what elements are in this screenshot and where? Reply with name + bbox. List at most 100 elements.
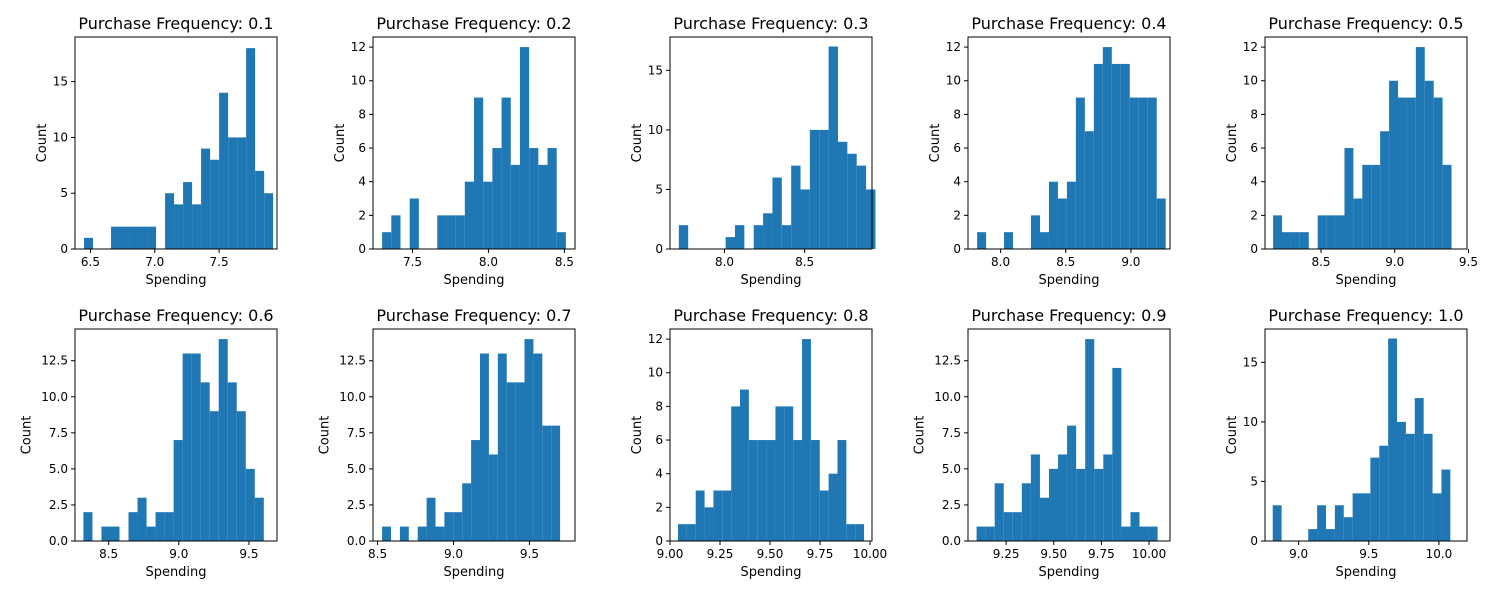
histogram-bar bbox=[435, 526, 445, 541]
histogram-bar bbox=[1398, 97, 1407, 249]
y-tick-label: 10.0 bbox=[41, 390, 68, 404]
histogram-bar bbox=[84, 237, 94, 249]
histogram-bar bbox=[837, 440, 847, 541]
histogram-bar bbox=[1112, 367, 1122, 541]
subplot-title: Purchase Frequency: 0.6 bbox=[78, 306, 273, 325]
subplot-title: Purchase Frequency: 0.4 bbox=[971, 14, 1166, 33]
y-tick-label: 12.5 bbox=[41, 354, 68, 368]
histogram-bar bbox=[538, 164, 548, 249]
y-tick-label: 6 bbox=[358, 141, 366, 155]
x-tick-label: 7.5 bbox=[210, 255, 229, 269]
x-axis-label: Spending bbox=[145, 273, 206, 288]
subplot-4: 8.0 8.5 9.0 0 2 4 6 8 10 12 Purchase Frequency: 0.… bbox=[928, 14, 1171, 288]
y-tick-label: 10 bbox=[1243, 415, 1258, 429]
y-tick-label: 5 bbox=[655, 182, 663, 196]
y-tick-label: 4 bbox=[655, 467, 663, 481]
x-tick-label: 10.00 bbox=[1132, 547, 1166, 561]
histogram-bar bbox=[227, 382, 237, 541]
histogram-bar bbox=[1057, 198, 1067, 249]
x-tick-label: 7.0 bbox=[145, 255, 164, 269]
histogram-bar bbox=[137, 497, 147, 541]
histogram-bar bbox=[704, 507, 714, 541]
histogram-bar bbox=[1085, 339, 1095, 541]
histogram-bar bbox=[1273, 215, 1283, 249]
histogram-bar bbox=[1361, 493, 1371, 541]
histogram-bar bbox=[399, 526, 409, 541]
histogram-bar bbox=[1120, 63, 1130, 249]
histogram-bar bbox=[1353, 198, 1363, 249]
histogram-bar bbox=[1397, 421, 1406, 541]
x-axis-label: Spending bbox=[1038, 273, 1099, 288]
histogram-bar bbox=[492, 148, 502, 249]
histogram-bar bbox=[417, 526, 427, 541]
histogram-bar bbox=[725, 237, 735, 249]
histogram-bar bbox=[1380, 131, 1390, 249]
y-tick-label: 5 bbox=[1250, 474, 1258, 488]
x-tick-label: 9.5 bbox=[1459, 255, 1478, 269]
y-tick-label: 10 bbox=[53, 130, 68, 144]
histogram-bar bbox=[182, 353, 192, 541]
histogram-bar bbox=[228, 137, 238, 249]
y-tick-label: 4 bbox=[1250, 175, 1258, 189]
x-tick-label: 8.0 bbox=[991, 255, 1010, 269]
histogram-bar bbox=[1325, 529, 1335, 541]
y-tick-label: 10 bbox=[648, 123, 663, 137]
y-tick-label: 0 bbox=[358, 242, 366, 256]
histogram-bar bbox=[480, 353, 489, 541]
histogram-bar bbox=[772, 177, 782, 249]
x-tick-label: 9.0 bbox=[1289, 547, 1308, 561]
x-tick-label: 8.5 bbox=[99, 547, 118, 561]
histogram-bar bbox=[483, 181, 493, 249]
y-tick-label: 2 bbox=[358, 208, 366, 222]
x-tick-label: 8.0 bbox=[715, 255, 734, 269]
axes-frame bbox=[1264, 328, 1468, 542]
histogram-bar bbox=[810, 440, 820, 541]
histogram-bar bbox=[236, 411, 246, 541]
subplot-6: 8.5 9.0 9.5 0.0 2.5 5.0 7.5 10.0 12.5 Purchase Fr… bbox=[20, 306, 278, 580]
histogram-bar bbox=[1389, 80, 1398, 249]
histogram-bar bbox=[191, 353, 201, 541]
subplot-2: 7.5 8.0 8.5 0 2 4 6 8 10 12 Purchase Frequency: 0.… bbox=[333, 14, 576, 288]
y-tick-label: 2.5 bbox=[347, 498, 366, 512]
histogram-bar bbox=[775, 406, 785, 541]
histogram-bar bbox=[382, 526, 392, 541]
y-tick-label: 12 bbox=[1243, 40, 1258, 54]
subplot-1: 6.5 7.0 7.5 0 5 10 15 Purchase Frequency: 0.1 Sp… bbox=[35, 14, 278, 288]
histogram-bar bbox=[462, 483, 472, 541]
x-tick-label: 9.25 bbox=[707, 547, 734, 561]
histogram-bar bbox=[1406, 97, 1416, 249]
y-tick-label: 2 bbox=[1250, 208, 1258, 222]
histogram-bar bbox=[734, 225, 745, 249]
histogram-bar bbox=[1370, 457, 1380, 541]
histogram-bar bbox=[174, 204, 184, 249]
subplot-title: Purchase Frequency: 0.3 bbox=[673, 14, 868, 33]
histogram-bar bbox=[83, 512, 93, 541]
histogram-bar bbox=[444, 512, 454, 541]
histogram-bar bbox=[382, 232, 392, 249]
y-axis-label: Count bbox=[630, 124, 645, 163]
y-tick-label: 0 bbox=[655, 242, 663, 256]
y-tick-label: 12.5 bbox=[934, 354, 961, 368]
axes-frame bbox=[74, 36, 278, 250]
histogram-bar bbox=[129, 226, 139, 249]
histogram-bar bbox=[866, 189, 876, 249]
x-axis-label: Spending bbox=[740, 565, 801, 580]
histogram-bar bbox=[1379, 445, 1389, 541]
subplot-8: 9.00 9.25 9.50 9.75 10.00 0 2 4 6 8 10 12 Purchase F… bbox=[630, 306, 887, 580]
y-tick-label: 7.5 bbox=[942, 426, 961, 440]
histogram-bar bbox=[1066, 181, 1076, 249]
x-tick-label: 8.5 bbox=[555, 255, 574, 269]
histogram-bar bbox=[138, 226, 148, 249]
subplot-9: 9.25 9.50 9.75 10.00 0.0 2.5 5.0 7.5 10.0 12.5 Pur… bbox=[913, 306, 1171, 580]
histogram-bar bbox=[501, 97, 511, 249]
histogram-bar bbox=[1111, 63, 1121, 249]
subplot-title: Purchase Frequency: 0.9 bbox=[971, 306, 1166, 325]
histogram-bar bbox=[1415, 47, 1425, 249]
x-axis-label: Spending bbox=[443, 565, 504, 580]
y-axis-label: Count bbox=[20, 416, 35, 455]
histogram-bar bbox=[1334, 505, 1344, 541]
histogram-bar bbox=[164, 512, 174, 541]
y-tick-label: 2.5 bbox=[942, 498, 961, 512]
y-tick-label: 7.5 bbox=[49, 426, 68, 440]
x-tick-label: 9.0 bbox=[1121, 255, 1140, 269]
